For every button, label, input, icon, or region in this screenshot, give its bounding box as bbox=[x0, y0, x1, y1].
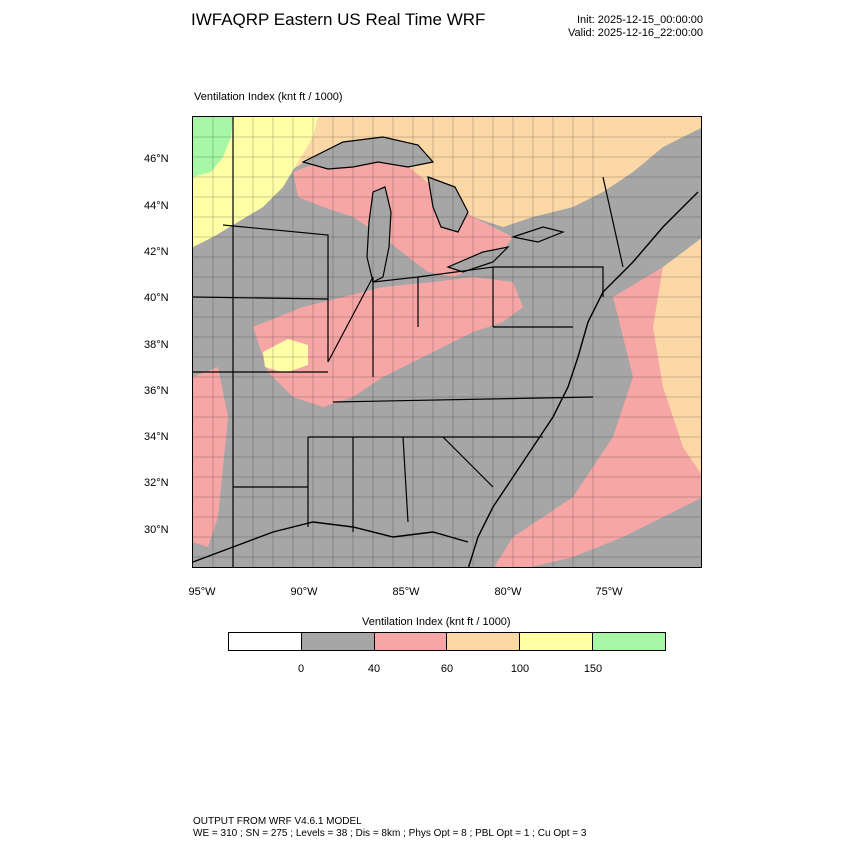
colorbar bbox=[228, 632, 666, 651]
lat-label-30n: 30°N bbox=[144, 524, 169, 536]
colorbar-box-2 bbox=[374, 633, 448, 650]
colorbar-label-40: 40 bbox=[367, 663, 381, 675]
lon-label-95w: 95°W bbox=[188, 586, 216, 598]
lat-label-38n: 38°N bbox=[144, 339, 169, 351]
lat-label-40n: 40°N bbox=[144, 292, 169, 304]
colorbar-box-5 bbox=[593, 633, 665, 650]
colorbar-title: Ventilation Index (knt ft / 1000) bbox=[362, 616, 511, 628]
red-region-ohio-valley bbox=[253, 277, 523, 407]
colorbar-label-0: 0 bbox=[297, 663, 305, 675]
lon-label-90w: 90°W bbox=[290, 586, 318, 598]
county-grid bbox=[193, 117, 701, 567]
footer-line-1: OUTPUT FROM WRF V4.6.1 MODEL bbox=[193, 816, 362, 827]
valid-time: Valid: 2025-12-16_22:00:00 bbox=[568, 27, 703, 39]
orange-region-atlantic bbox=[653, 238, 701, 474]
colorbar-label-100: 100 bbox=[510, 663, 530, 675]
yellow-patch-midwest bbox=[263, 339, 308, 373]
plot-title: IWFAQRP Eastern US Real Time WRF bbox=[191, 10, 486, 29]
lat-label-34n: 34°N bbox=[144, 431, 169, 443]
model-footer: OUTPUT FROM WRF V4.6.1 MODEL WE = 310 ; … bbox=[193, 816, 586, 840]
colorbar-box-3 bbox=[447, 633, 521, 650]
red-region-north bbox=[293, 152, 513, 277]
lon-label-75w: 75°W bbox=[595, 586, 623, 598]
colorbar-label-150: 150 bbox=[583, 663, 603, 675]
colorbar-box-0 bbox=[229, 633, 302, 650]
map-panel bbox=[192, 116, 702, 568]
lon-label-85w: 85°W bbox=[392, 586, 420, 598]
colorbar-box-1 bbox=[301, 633, 375, 650]
footer-line-2: WE = 310 ; SN = 275 ; Levels = 38 ; Dis … bbox=[193, 828, 587, 839]
lat-label-36n: 36°N bbox=[144, 385, 169, 397]
lon-label-80w: 80°W bbox=[494, 586, 522, 598]
colorbar-label-60: 60 bbox=[440, 663, 454, 675]
red-region-atlantic bbox=[494, 257, 701, 567]
map-field-title: Ventilation Index (knt ft / 1000) bbox=[194, 91, 343, 103]
colorbar-box-4 bbox=[520, 633, 594, 650]
lat-label-32n: 32°N bbox=[144, 477, 169, 489]
init-time: Init: 2025-12-15_00:00:00 bbox=[577, 14, 703, 26]
init-valid-times: Init: 2025-12-15_00:00:00 Valid: 2025-12… bbox=[560, 14, 703, 40]
lat-label-46n: 46°N bbox=[144, 153, 169, 165]
lake-superior bbox=[301, 136, 435, 170]
ventilation-index-map bbox=[193, 117, 701, 567]
lat-label-42n: 42°N bbox=[144, 246, 169, 258]
lat-label-44n: 44°N bbox=[144, 200, 169, 212]
